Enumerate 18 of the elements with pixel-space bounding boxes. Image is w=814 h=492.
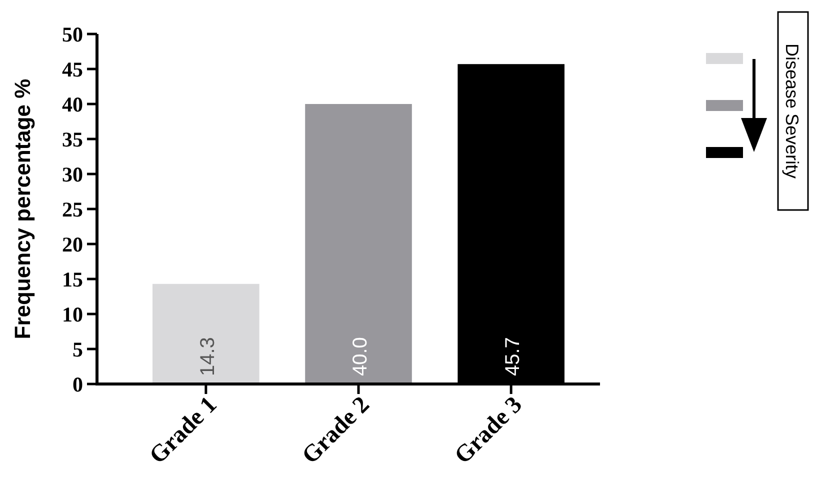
y-tick-label: 0 [72,372,83,396]
y-tick-label: 25 [62,197,83,222]
data-label: 40.0 [350,337,372,376]
y-tick-label: 20 [62,232,83,256]
y-tick-label: 40 [62,92,83,116]
text: Disease Severity [782,43,802,179]
y-tick-label: 45 [62,57,83,82]
bar [152,284,260,384]
bar [305,104,412,384]
y-axis-title: Frequency percentage % [10,78,35,340]
y-tick-label: 30 [62,162,83,186]
y-tick-label: 50 [62,22,83,46]
y-tick-label: 10 [62,302,83,326]
data-label: 14.3 [196,337,219,376]
data-label: 45.7 [502,337,524,376]
y-tick-label: 35 [62,127,83,152]
y-tick-label: 5 [72,337,83,362]
y-tick-label: 15 [62,267,83,292]
